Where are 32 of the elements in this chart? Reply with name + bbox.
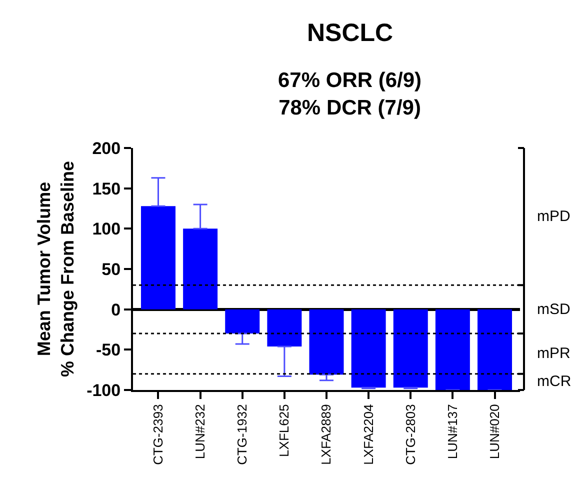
bar [393, 309, 428, 388]
bar [225, 309, 260, 334]
bar [309, 309, 344, 375]
x-tick-label: CTG-2393 [150, 404, 166, 465]
y-tick-label: -100 [86, 380, 121, 400]
y-tick-label: 200 [92, 138, 121, 158]
x-tick-label: LUN#020 [486, 404, 502, 460]
x-tick-label: LXFA2889 [318, 404, 334, 465]
x-tick-label: CTG-1932 [234, 404, 250, 465]
bar [478, 309, 512, 390]
y-tick-label: -50 [96, 340, 121, 360]
chart-title: NSCLC [307, 19, 394, 47]
bar [140, 206, 176, 310]
y-tick-label: 0 [111, 300, 121, 320]
bar [183, 228, 218, 310]
chart-subtitle: 67% ORR (6/9) 78% DCR (7/9) [278, 69, 422, 120]
y-tick-label: 100 [92, 220, 121, 239]
y-tick-label: 150 [92, 179, 121, 198]
bar [267, 309, 302, 346]
text: mPR [537, 345, 570, 362]
x-tick-label: LUN#137 [444, 404, 460, 460]
y-tick-label: 50 [102, 260, 121, 279]
bar [351, 309, 386, 388]
x-tick-label: LUN#232 [192, 404, 208, 460]
x-tick-label: CTG-2803 [402, 404, 418, 465]
text: mCR [537, 373, 572, 390]
y-axis-title: Mean Tumor Volume % Change From Baseline [34, 160, 78, 378]
bar [435, 309, 470, 390]
x-tick-label: LXFL625 [276, 404, 292, 457]
text: mPD [537, 208, 570, 225]
x-tick-label: LXFA2204 [360, 404, 376, 465]
text: mSD [537, 301, 570, 318]
